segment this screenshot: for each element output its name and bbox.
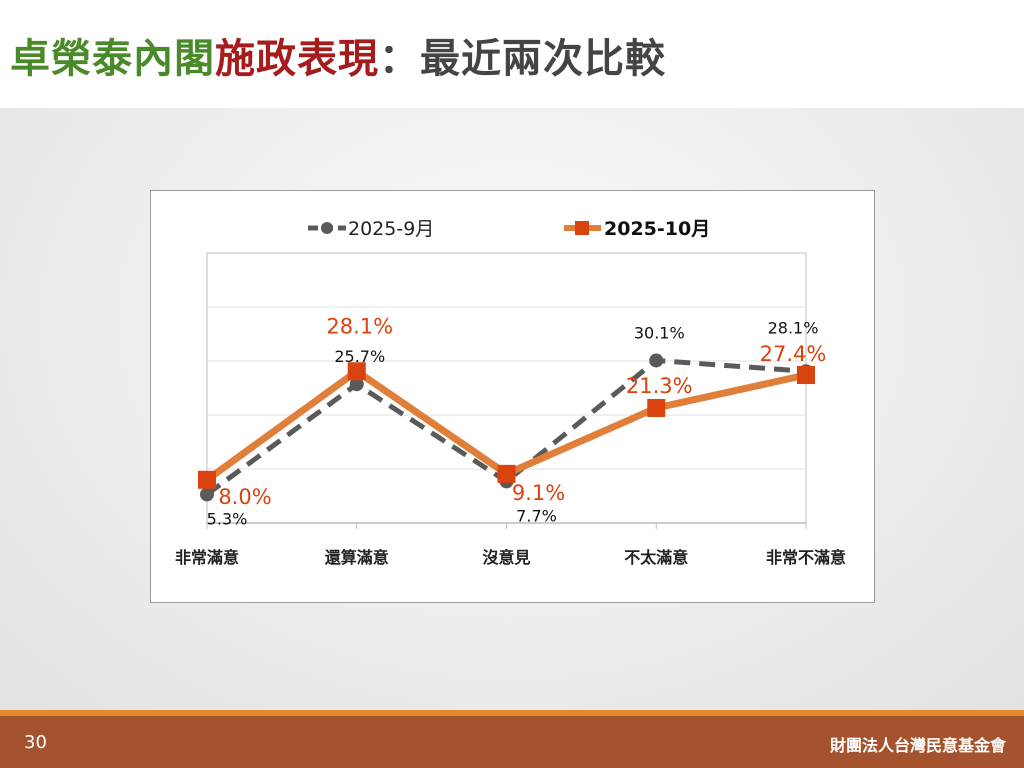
page-title: 卓榮泰內閣施政表現：最近兩次比較	[10, 26, 666, 84]
title-part-performance: 施政表現	[215, 36, 379, 82]
x-tick-label: 還算滿意	[325, 548, 389, 567]
data-point-oct	[198, 470, 216, 489]
data-point-oct	[497, 464, 516, 483]
data-label-oct: 27.4%	[760, 342, 827, 366]
page-number: 30	[24, 732, 47, 753]
data-label-oct: 9.1%	[512, 481, 565, 505]
data-label-sep: 25.7%	[334, 347, 385, 366]
data-point-sep	[649, 353, 664, 368]
legend-marker-sep	[321, 222, 333, 234]
data-label-oct: 28.1%	[326, 314, 393, 338]
x-tick-label: 沒意見	[482, 548, 530, 567]
x-tick-label: 非常滿意	[175, 548, 239, 567]
line-chart: 非常滿意 還算滿意 沒意見 不太滿意 非常不滿意 2025-9月 2025-10月 5.3% 2…	[175, 218, 846, 567]
legend-marker-oct	[575, 221, 589, 235]
data-label-oct: 8.0%	[218, 485, 271, 509]
data-label-sep: 5.3%	[207, 509, 248, 528]
title-part-cabinet: 卓榮泰內閣	[10, 36, 215, 82]
title-part-comparison: ：最近兩次比較	[379, 36, 666, 82]
chart-panel: 非常滿意 還算滿意 沒意見 不太滿意 非常不滿意 2025-9月 2025-10月 5.3% 2…	[150, 190, 875, 603]
x-tick-label: 非常不滿意	[766, 548, 846, 567]
legend-label-sep: 2025-9月	[348, 218, 434, 240]
data-label-sep: 30.1%	[634, 323, 685, 342]
data-point-sep	[200, 487, 214, 502]
footer: 30 財團法人台灣民意基金會	[0, 716, 1024, 768]
data-point-oct	[347, 362, 366, 381]
organization-name: 財團法人台灣民意基金會	[829, 736, 1006, 755]
data-label-sep: 28.1%	[768, 318, 819, 337]
footer-stripe	[0, 710, 1024, 716]
data-point-oct	[797, 366, 815, 385]
x-tick-label: 不太滿意	[624, 548, 688, 567]
data-point-sep	[349, 377, 364, 392]
data-label-sep: 7.7%	[516, 506, 557, 525]
data-point-oct	[647, 398, 666, 417]
legend-label-oct: 2025-10月	[604, 218, 710, 240]
data-label-oct: 21.3%	[626, 374, 693, 398]
